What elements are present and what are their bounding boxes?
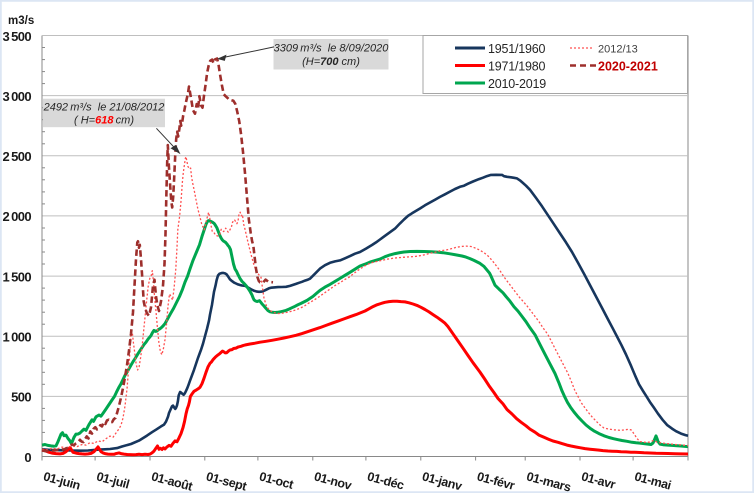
svg-text:3 000: 3 000 xyxy=(2,89,31,104)
svg-text:( H=618 cm): ( H=618 cm) xyxy=(74,115,134,127)
svg-text:1971/1980: 1971/1980 xyxy=(488,60,546,74)
svg-text:2010-2019: 2010-2019 xyxy=(488,77,546,91)
svg-text:500: 500 xyxy=(11,390,31,405)
svg-text:1 500: 1 500 xyxy=(2,269,31,284)
svg-text:3 500: 3 500 xyxy=(2,29,31,44)
svg-text:2 500: 2 500 xyxy=(2,149,31,164)
svg-text:2012/13: 2012/13 xyxy=(598,44,638,56)
svg-text:m3/s: m3/s xyxy=(8,15,34,27)
svg-text:0: 0 xyxy=(24,450,31,465)
svg-text:2 000: 2 000 xyxy=(2,209,31,224)
svg-text:1 000: 1 000 xyxy=(2,330,31,345)
svg-text:2020-2021: 2020-2021 xyxy=(598,60,658,74)
svg-text:2492 m³/s le 21/08/2012: 2492 m³/s le 21/08/2012 xyxy=(43,102,165,114)
svg-text:3309 m³/s le 8/09/2020: 3309 m³/s le 8/09/2020 xyxy=(274,43,390,55)
svg-text:(H=700 cm): (H=700 cm) xyxy=(302,56,360,68)
svg-text:1951/1960: 1951/1960 xyxy=(488,42,546,56)
